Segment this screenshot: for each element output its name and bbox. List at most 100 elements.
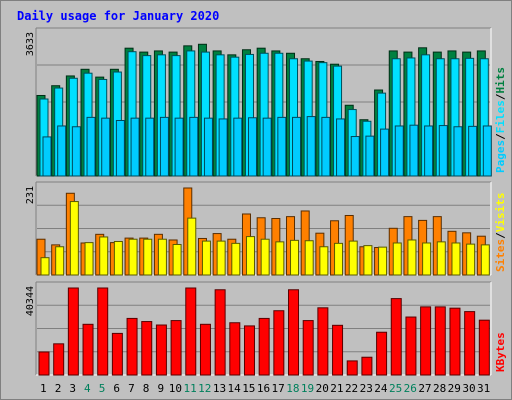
bar-kbytes-5 [97, 287, 109, 376]
x-tick-label: 10 [169, 382, 182, 395]
bar-pages-5 [101, 117, 111, 177]
x-axis-labels: 1 2 3 4 5 6 7 8 9 10 11 12 13 14 15 16 17 18 19 20 21 22 23 24 2… [40, 382, 490, 395]
bar-kbytes-26 [405, 316, 417, 376]
bar-kbytes-13 [214, 289, 226, 376]
bar-visits-16 [260, 238, 270, 276]
bar-kbytes-3 [67, 287, 79, 376]
bar-pages-18 [292, 116, 302, 177]
x-tick-label: 7 [128, 382, 135, 395]
legend-item-sites: Sites [494, 239, 507, 272]
x-tick-label: 9 [157, 382, 164, 395]
x-tick-label: 3 [69, 382, 76, 395]
x-tick-label: 6 [113, 382, 120, 395]
legend-text: KBytes [494, 332, 507, 372]
series-pages [42, 116, 492, 177]
legend-kbytes: KBytes [494, 332, 507, 372]
bar-visits-5 [99, 236, 109, 276]
series-visits [40, 201, 490, 276]
bar-visits-18 [290, 239, 300, 276]
x-tick-label: 13 [213, 382, 226, 395]
bar-visits-29 [451, 242, 461, 276]
x-tick-label: 17 [272, 382, 285, 395]
bar-pages-19 [306, 116, 316, 177]
bar-pages-2 [57, 125, 67, 177]
x-tick-label: 23 [360, 382, 373, 395]
legend-text: Sites/Visits [494, 193, 507, 273]
bar-kbytes-10 [170, 320, 182, 376]
bar-kbytes-1 [38, 351, 50, 376]
bar-kbytes-23 [361, 356, 373, 376]
bar-pages-28 [438, 125, 448, 177]
bar-pages-31 [482, 125, 492, 177]
bar-visits-24 [378, 246, 388, 276]
x-tick-label: 22 [345, 382, 358, 395]
bar-kbytes-19 [302, 320, 314, 376]
x-tick-label: 29 [448, 382, 461, 395]
bar-visits-17 [275, 241, 285, 276]
bar-pages-24 [380, 128, 390, 177]
bar-pages-14 [233, 117, 243, 177]
legend-item-pages: Pages [494, 140, 507, 173]
x-tick-label: 28 [433, 382, 446, 395]
x-tick-label: 16 [257, 382, 270, 395]
bar-visits-1 [40, 257, 50, 276]
bar-pages-9 [159, 116, 169, 177]
bar-pages-23 [365, 135, 375, 177]
bar-kbytes-7 [126, 317, 138, 376]
x-tick-label: 5 [99, 382, 106, 395]
bar-kbytes-25 [390, 298, 402, 376]
bar-pages-1 [42, 136, 52, 177]
bar-kbytes-30 [464, 311, 476, 376]
bar-visits-22 [348, 240, 358, 276]
bar-kbytes-31 [478, 319, 490, 376]
bar-pages-7 [130, 117, 140, 177]
bar-pages-13 [218, 118, 228, 177]
bar-pages-17 [277, 116, 287, 177]
bar-visits-11 [187, 217, 197, 276]
legend-item-kbytes: KBytes [494, 332, 507, 372]
bar-visits-28 [436, 241, 446, 276]
bar-visits-4 [84, 242, 94, 276]
bar-kbytes-8 [141, 321, 153, 376]
bar-kbytes-21 [332, 324, 344, 376]
x-tick-label: 4 [84, 382, 91, 395]
bar-kbytes-15 [243, 325, 255, 376]
x-tick-label: 15 [242, 382, 255, 395]
x-tick-label: 31 [477, 382, 490, 395]
legend-item-visits: Visits [494, 193, 507, 233]
bar-kbytes-28 [434, 306, 446, 376]
legend-separator: / [494, 133, 507, 140]
bar-kbytes-6 [111, 332, 123, 376]
bar-pages-26 [409, 124, 419, 177]
bar-kbytes-12 [199, 323, 211, 376]
x-tick-label: 1 [40, 382, 47, 395]
x-tick-label: 8 [143, 382, 150, 395]
bar-visits-19 [304, 240, 314, 276]
bar-visits-20 [319, 246, 329, 276]
bar-visits-27 [422, 242, 432, 276]
bar-kbytes-29 [449, 307, 461, 376]
bar-pages-20 [321, 116, 331, 177]
x-tick-label: 24 [374, 382, 388, 395]
bar-pages-10 [174, 117, 184, 177]
bar-kbytes-27 [420, 306, 432, 376]
bar-kbytes-14 [229, 322, 241, 376]
bar-kbytes-9 [155, 324, 167, 376]
chart-title: Daily usage for January 2020 [17, 9, 219, 23]
x-tick-label: 11 [183, 382, 196, 395]
bar-pages-30 [468, 125, 478, 177]
series-kbytes [38, 287, 490, 376]
bar-visits-31 [480, 244, 490, 276]
legend-separator: / [494, 232, 507, 239]
panel-kbytes: 40344 KBytes [25, 281, 507, 376]
bar-kbytes-2 [53, 343, 65, 376]
legend-visits-sites: Sites/Visits [494, 193, 507, 273]
bar-visits-9 [157, 238, 167, 276]
bar-pages-6 [115, 119, 125, 177]
x-tick-label: 21 [330, 382, 343, 395]
bar-visits-13 [216, 240, 226, 276]
bar-kbytes-11 [185, 287, 197, 376]
